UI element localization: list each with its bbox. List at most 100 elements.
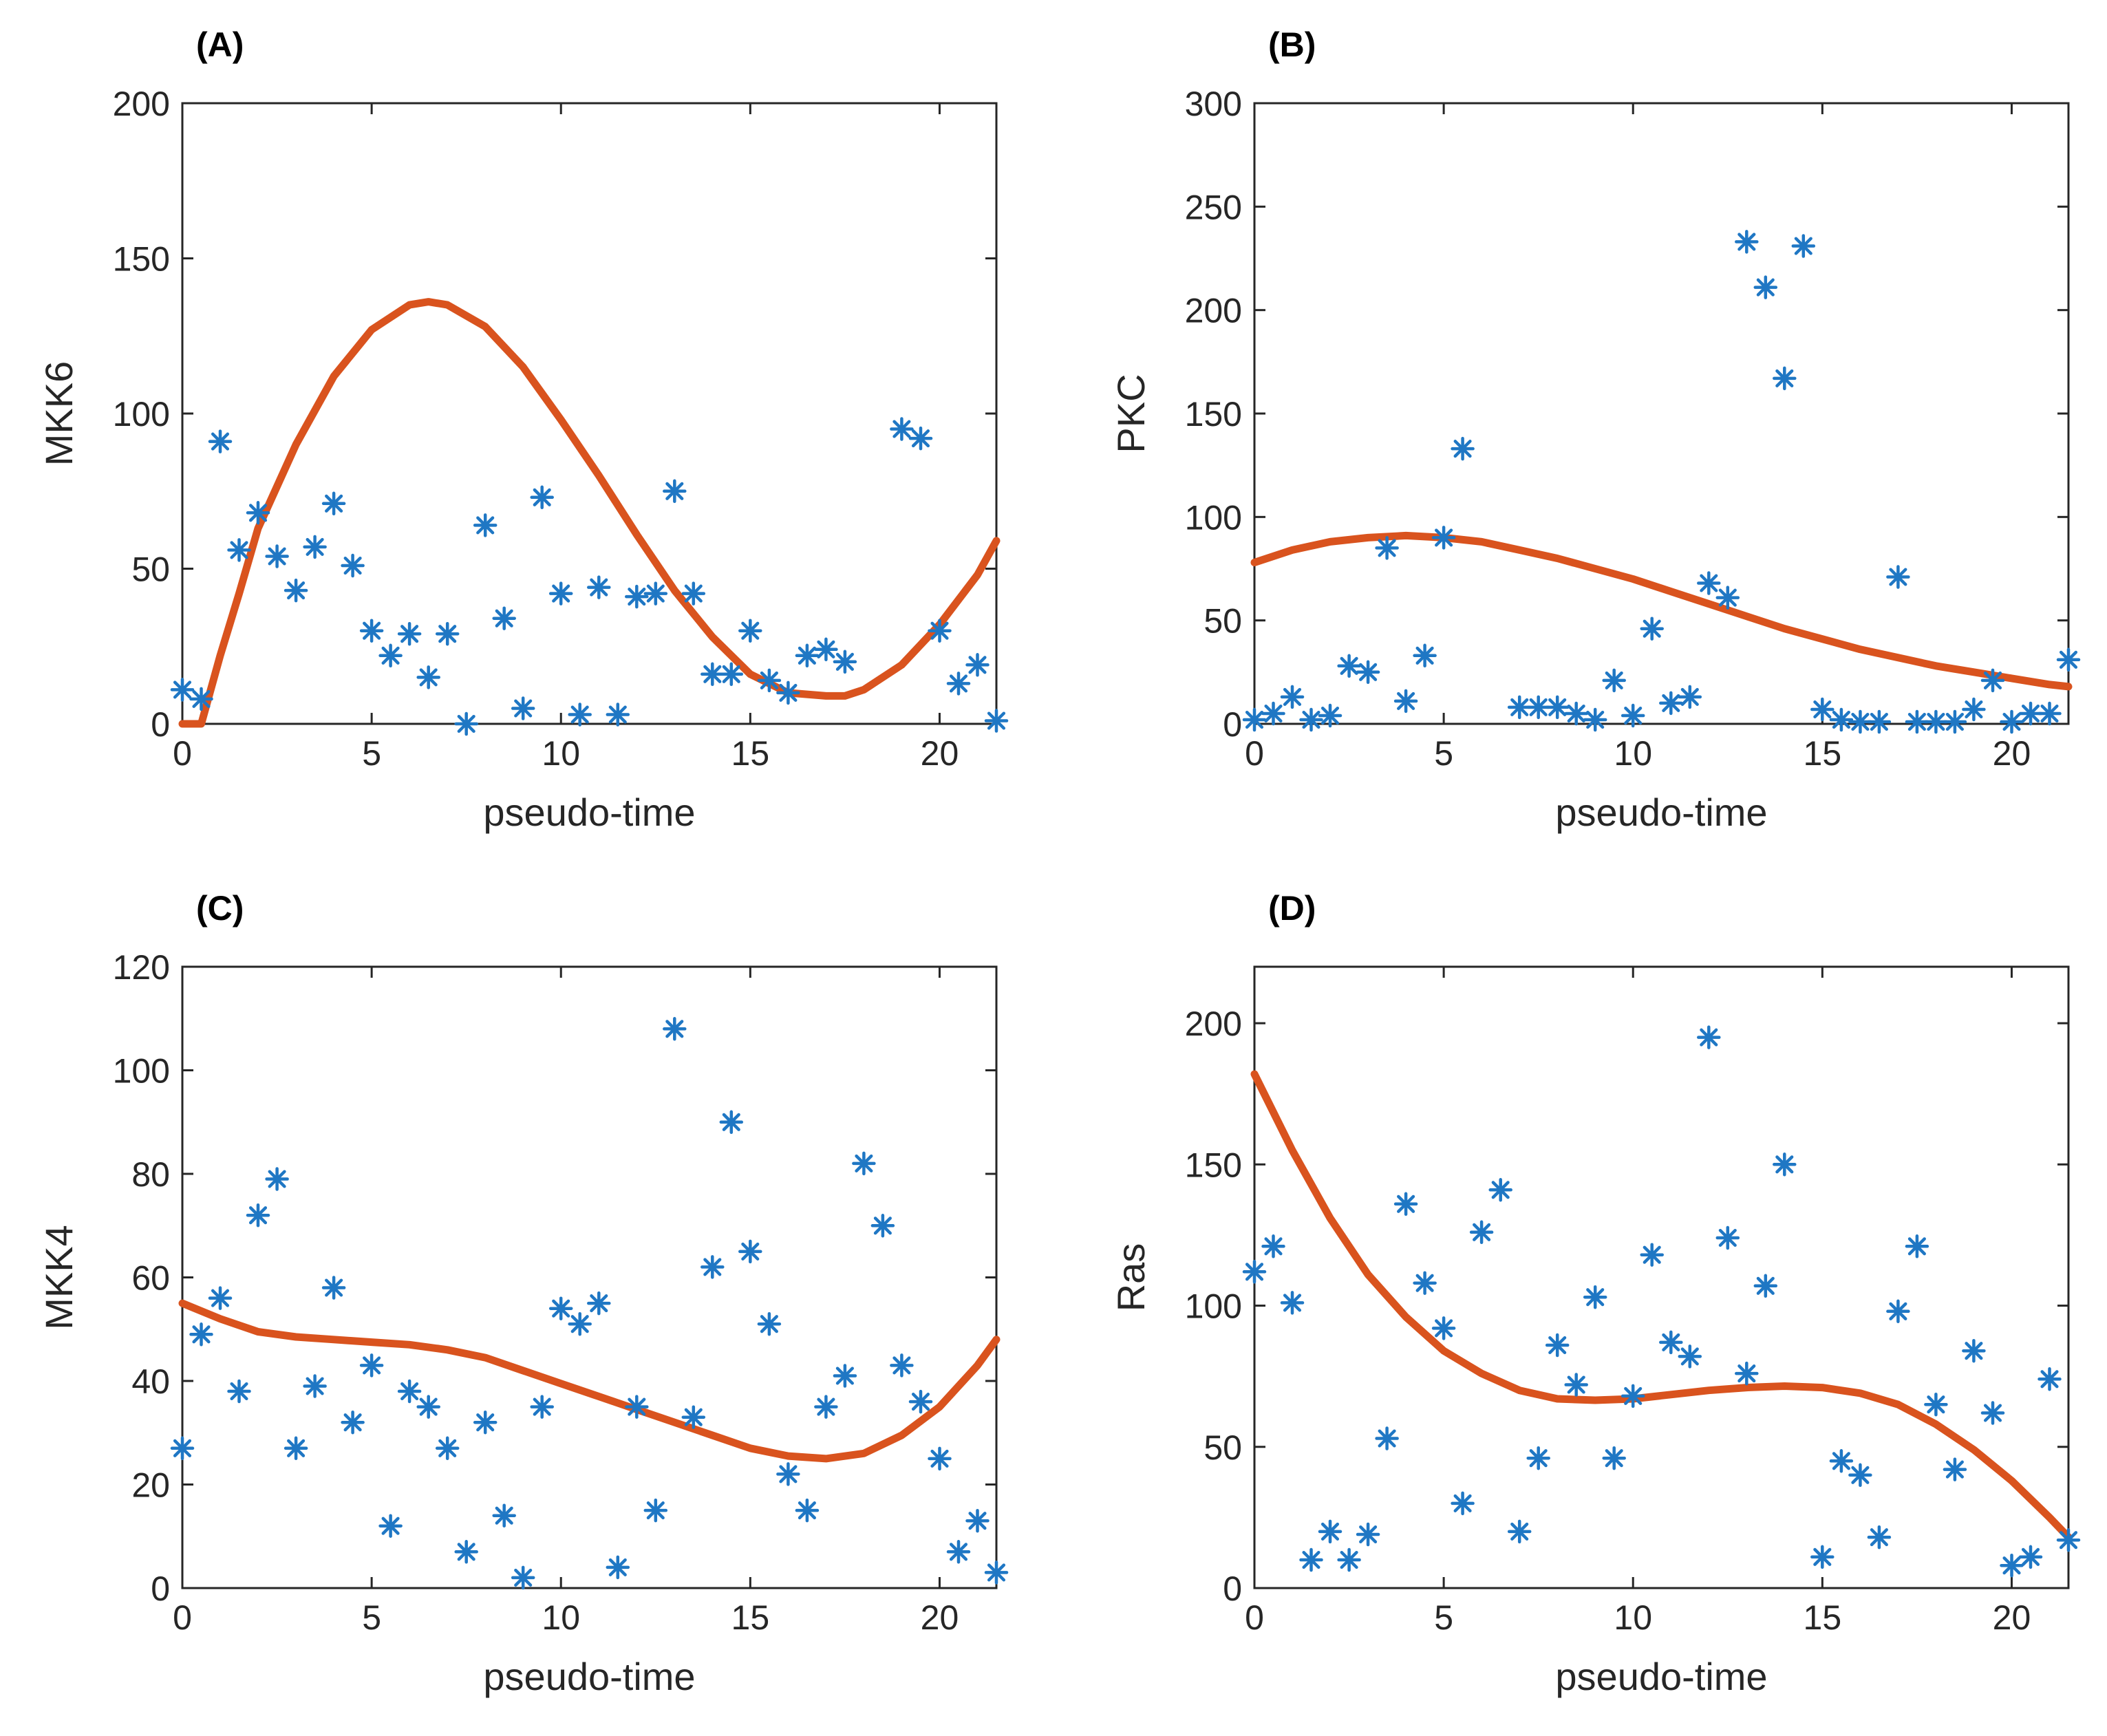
marker-stroke [1700, 574, 1718, 592]
marker-stroke [2040, 704, 2059, 723]
marker-stroke [741, 621, 760, 640]
panel-c-data-point [170, 1436, 195, 1461]
panel-b-data-point [1280, 685, 1305, 709]
panel-a-data-point [378, 643, 403, 668]
panel-d-data-point [1299, 1547, 1323, 1572]
marker-stroke [1473, 1223, 1491, 1241]
marker-stroke [892, 420, 911, 438]
marker-stroke [1832, 710, 1850, 729]
panel-a-data-point [341, 553, 365, 578]
marker-stroke [722, 665, 740, 683]
panel-d-ytick-label: 150 [1185, 1146, 1242, 1184]
panel-d-fit-curve [1250, 1070, 2073, 1541]
panel-d-data-point [1318, 1519, 1343, 1544]
panel-a-data-point [587, 575, 611, 599]
panel-c-data-point [606, 1555, 630, 1580]
marker-stroke [1245, 710, 1264, 729]
panel-a-data-point [246, 501, 270, 525]
marker-stroke [552, 584, 570, 603]
panel-a-axes-box [181, 102, 998, 725]
marker-stroke [495, 1506, 513, 1525]
panel-c-xtick-label: 0 [173, 1598, 192, 1637]
panel-c-data-point [265, 1167, 289, 1191]
panel-d-data-point [1621, 1384, 1645, 1408]
marker-stroke [343, 556, 362, 575]
panel-b-data-point [1753, 275, 1778, 299]
marker-stroke [1965, 1342, 1983, 1360]
marker-stroke [590, 1294, 608, 1313]
panel-b-ytick-label: 50 [1204, 602, 1242, 641]
panel-c-data-point [321, 1276, 346, 1300]
panel-b-xtick-label: 0 [1245, 734, 1264, 773]
panel-c-data-point [568, 1311, 592, 1336]
marker-stroke [1927, 1395, 1945, 1414]
marker-stroke [1605, 671, 1623, 689]
marker-stroke [1397, 1194, 1415, 1213]
panel-b-data-point [1621, 703, 1645, 728]
marker-stroke [438, 1439, 457, 1457]
panel-d-data-point [1659, 1330, 1683, 1355]
panel-b-xlabel: pseudo-time [1555, 791, 1767, 834]
marker-stroke [1567, 704, 1585, 723]
panel-a-data-point [681, 581, 706, 606]
panel-d-data-point [1943, 1457, 1967, 1481]
panel-b-data-point [1299, 707, 1323, 732]
panel-c-fit-curve [178, 1299, 1001, 1463]
panel-c-ytick-label: 20 [131, 1466, 170, 1505]
marker-stroke [1813, 700, 1832, 719]
panel-c-data-point [965, 1508, 990, 1533]
panel-c-data-point [492, 1503, 516, 1528]
panel-d-axes-box [1253, 965, 2070, 1589]
marker-stroke [533, 488, 551, 506]
panel-c-data-point [511, 1565, 535, 1590]
panel-b-xtick-label: 15 [1804, 734, 1842, 773]
marker-stroke [457, 1543, 475, 1561]
panel-a-data-point [833, 650, 857, 674]
marker-stroke [1567, 1375, 1585, 1394]
marker-stroke [476, 516, 495, 535]
panel-b-data-point [1545, 695, 1570, 720]
marker-stroke [987, 1563, 1006, 1582]
panel-c-title: (C) [196, 889, 244, 928]
panel-d-data-point [2000, 1553, 2024, 1578]
panel-a-data-point [303, 535, 327, 559]
marker-stroke [590, 578, 608, 597]
panel-b-data-point [1583, 707, 1607, 732]
marker-stroke [1435, 528, 1453, 547]
panel-a-data-point [643, 581, 668, 606]
marker-stroke [211, 1289, 230, 1307]
panel-c-data-point [663, 1017, 687, 1041]
panel-a-data-point [928, 619, 952, 643]
panel-c-data-point [227, 1379, 251, 1404]
marker-stroke [552, 1299, 570, 1318]
marker-stroke [1870, 1528, 1888, 1547]
marker-stroke [1756, 1276, 1775, 1295]
marker-stroke [343, 1413, 362, 1432]
panel-d-data-point [1413, 1271, 1437, 1295]
panel-c-data-point [643, 1498, 668, 1523]
panel-c-axes-box [181, 965, 998, 1589]
panel-b: 0 5 10 15 20050100150200250300pseudo-timePKC… [1109, 25, 2081, 834]
marker-stroke [419, 1397, 438, 1416]
panel-b-data-point [1337, 654, 1361, 678]
panel-c-data-point [852, 1151, 876, 1176]
marker-stroke [306, 1377, 324, 1395]
panel-b-ytick-label: 200 [1185, 292, 1242, 330]
panel-c-xtick-label: 10 [542, 1598, 580, 1637]
panel-a-data-point [284, 578, 308, 603]
panel-c-data-point [700, 1255, 725, 1279]
panel-a-data-point [700, 662, 725, 687]
marker-stroke [608, 705, 627, 724]
marker-stroke [930, 621, 949, 640]
panel-c-data-point [284, 1436, 308, 1461]
marker-stroke [173, 681, 192, 699]
panel-b-ylabel: PKC [1109, 374, 1153, 453]
panel-b-data-point [1602, 668, 1626, 693]
panel-d-data-point [1261, 1234, 1285, 1258]
panel-c-ytick-label: 100 [113, 1052, 170, 1091]
marker-stroke [684, 584, 703, 603]
marker-stroke [268, 547, 286, 566]
marker-stroke [1624, 1386, 1643, 1405]
marker-stroke [911, 1393, 930, 1411]
